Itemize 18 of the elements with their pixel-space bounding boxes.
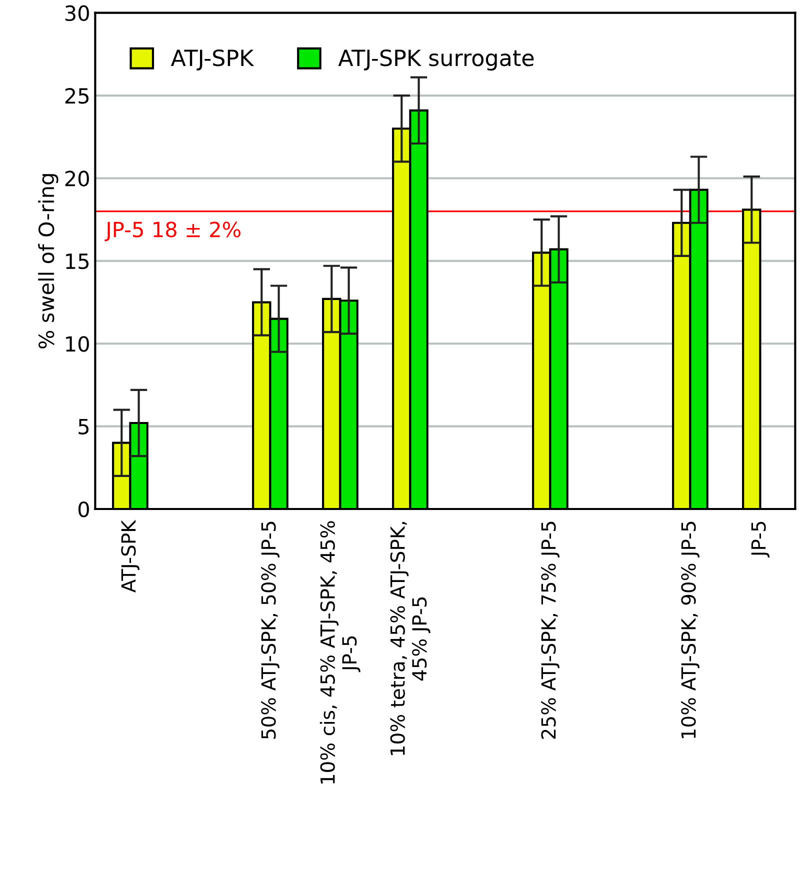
ref-line-label: JP-5 18 ± 2% [104,222,240,242]
y-tick-label: 15 [66,254,89,270]
x-tick-label: JP-5 [751,522,770,558]
x-tick-label: 10% tetra, 45% ATJ-SPK, 45% JP-5 [390,522,430,755]
y-tick-label: 0 [78,501,89,518]
y-tick-label: 30 [65,5,89,22]
y-tick-label: 25 [65,88,89,104]
y-tick-label: 10 [66,336,89,352]
x-tick-label: ATJ-SPK [121,520,140,593]
y-axis-title: % swell of O-ring [38,174,58,348]
legend-label: ATJ-SPK surrogate [338,49,534,71]
y-tick-label: 20 [65,170,89,186]
x-tick-label: 50% ATJ-SPK, 50% JP-5 [261,522,280,739]
y-tick-label: 5 [78,419,89,435]
x-tick-label: 10% ATJ-SPK, 90% JP-5 [681,522,700,738]
x-tick-label: 25% ATJ-SPK, 75% JP-5 [541,522,560,739]
x-tick-label: 10% cis, 45% ATJ-SPK, 45% JP-5 [320,521,360,784]
legend-label: ATJ-SPK [170,49,254,70]
